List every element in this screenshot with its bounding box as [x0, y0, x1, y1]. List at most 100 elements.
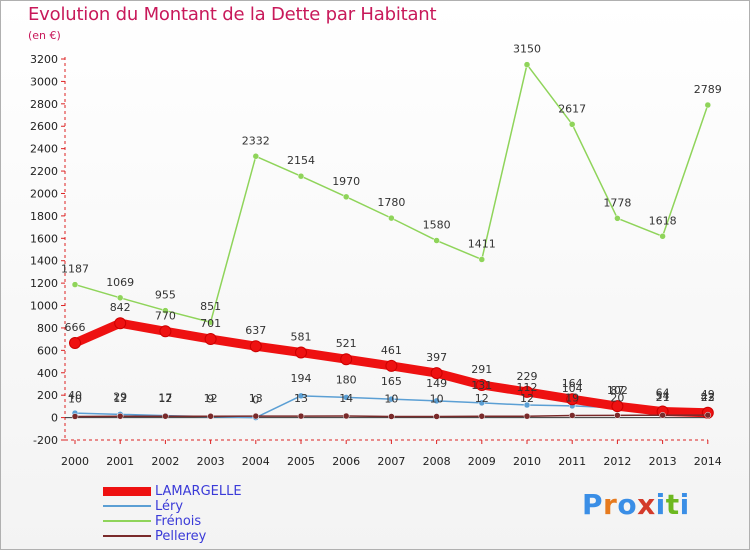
data-label-frenois: 2332: [242, 134, 270, 147]
x-tick-label: 2003: [197, 455, 225, 468]
data-label-lery: 112: [517, 381, 538, 394]
data-point-frenois: [342, 193, 350, 201]
data-label-frenois: 3150: [513, 43, 541, 56]
data-point-frenois: [207, 318, 214, 326]
x-tick-label: 2007: [377, 455, 405, 468]
data-label-lamargelle: 102: [607, 384, 628, 397]
data-point-frenois: [523, 61, 531, 68]
data-point-lamargelle: [475, 378, 488, 391]
data-point-pellerey: [116, 412, 124, 420]
data-point-lamargelle: [521, 385, 533, 398]
y-tick-label: 1000: [30, 300, 58, 313]
proxiti-logo: Proxiti: [582, 488, 690, 521]
legend-label: Pellerey: [155, 529, 207, 544]
data-label-pellerey: 12: [113, 392, 127, 405]
x-tick-label: 2010: [513, 455, 541, 468]
data-point-lamargelle: [430, 367, 443, 380]
y-tick-label: 0: [51, 412, 58, 425]
data-point-pellerey: [523, 412, 531, 420]
data-point-lamargelle: [249, 340, 262, 353]
y-tick-label: 1600: [30, 232, 58, 245]
legend-swatch: [103, 535, 151, 537]
data-point-pellerey: [568, 412, 576, 419]
data-point-frenois: [433, 237, 440, 244]
legend-label: Léry: [155, 499, 184, 514]
data-label-lamargelle: 461: [381, 344, 402, 357]
data-point-lery: [433, 397, 440, 405]
data-label-lamargelle: 666: [65, 321, 86, 334]
data-label-lamargelle: 43: [701, 391, 715, 404]
data-label-lamargelle: 701: [200, 317, 221, 330]
x-tick-label: 2006: [332, 455, 360, 468]
data-point-frenois: [297, 172, 305, 180]
data-label-lery: 49: [701, 388, 715, 401]
data-point-lery: [342, 394, 350, 401]
data-point-pellerey: [297, 412, 305, 420]
data-point-lamargelle: [566, 393, 579, 406]
data-point-lamargelle: [114, 317, 127, 330]
data-label-lamargelle: 521: [336, 337, 357, 350]
data-point-frenois: [659, 233, 666, 240]
data-label-pellerey: 12: [520, 392, 534, 405]
data-label-lery: 0: [252, 394, 259, 407]
data-label-lamargelle: 164: [562, 377, 583, 390]
data-point-pellerey: [162, 412, 169, 420]
data-label-frenois: 1778: [603, 196, 631, 209]
x-tick-label: 2001: [106, 455, 134, 468]
data-label-pellerey: 10: [384, 392, 398, 405]
data-label-pellerey: 10: [430, 392, 444, 405]
data-label-pellerey: 22: [701, 391, 715, 404]
data-point-lery: [297, 392, 305, 400]
data-label-lamargelle: 637: [245, 324, 266, 337]
data-label-lamargelle: 54: [656, 390, 670, 403]
legend-swatch: [103, 520, 151, 522]
data-point-lery: [388, 395, 395, 403]
logo-letter: o: [617, 488, 638, 521]
logo-letter: x: [637, 488, 656, 521]
data-label-lery: 17: [158, 392, 172, 405]
data-label-lamargelle: 229: [517, 370, 538, 383]
y-tick-label: 2600: [30, 120, 58, 133]
data-point-lamargelle: [295, 346, 307, 359]
data-point-lamargelle: [204, 333, 217, 346]
y-tick-label: 2800: [30, 98, 58, 111]
data-label-pellerey: 19: [565, 391, 579, 404]
y-tick-label: 2400: [30, 143, 58, 156]
logo-letter: r: [603, 488, 618, 521]
data-label-lery: 131: [471, 379, 492, 392]
data-label-lamargelle: 842: [110, 301, 131, 314]
x-tick-label: 2011: [558, 455, 586, 468]
data-label-frenois: 1618: [649, 214, 677, 227]
x-tick-label: 2014: [694, 455, 722, 468]
data-label-lery: 9: [207, 393, 214, 406]
y-tick-label: 600: [37, 344, 58, 357]
data-label-lamargelle: 291: [471, 363, 492, 376]
data-point-pellerey: [433, 413, 440, 420]
y-tick-label: 2200: [30, 165, 58, 178]
data-point-pellerey: [207, 412, 214, 420]
logo-letter: P: [582, 488, 604, 521]
y-tick-label: 3200: [30, 53, 58, 66]
data-label-pellerey: 21: [656, 391, 670, 404]
data-label-pellerey: 12: [158, 392, 172, 405]
chart-title: Evolution du Montant de la Dette par Hab…: [28, 4, 437, 25]
data-point-frenois: [252, 153, 260, 160]
data-point-lery: [523, 401, 531, 409]
data-label-lamargelle: 770: [155, 309, 176, 322]
legend-label: Frénois: [155, 514, 202, 529]
data-point-pellerey: [704, 411, 712, 419]
data-label-lery: 104: [562, 382, 583, 395]
x-tick-label: 2005: [287, 455, 315, 468]
data-point-pellerey: [388, 413, 395, 420]
data-label-frenois: 1580: [423, 219, 451, 232]
data-label-pellerey: 20: [610, 391, 624, 404]
data-label-frenois: 1069: [106, 276, 134, 289]
x-tick-label: 2009: [468, 455, 496, 468]
data-label-frenois: 2154: [287, 154, 315, 167]
y-tick-label: -200: [33, 434, 58, 447]
data-label-lery: 87: [610, 384, 624, 397]
data-point-lamargelle: [385, 359, 398, 372]
data-label-frenois: 1187: [61, 263, 89, 276]
